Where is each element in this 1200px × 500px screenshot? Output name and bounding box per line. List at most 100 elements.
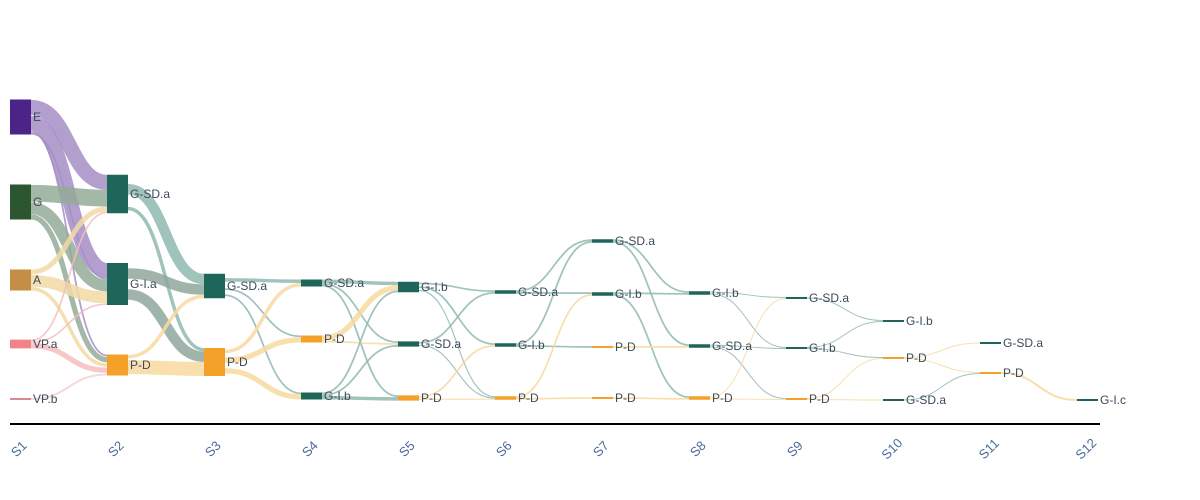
node-s7-GSDa[interactable] <box>592 239 613 243</box>
flow-link[interactable] <box>30 274 108 304</box>
node-s1-G[interactable] <box>10 184 31 220</box>
flow-link[interactable] <box>709 293 787 348</box>
node-s4-GIb[interactable] <box>301 392 322 400</box>
node-label: VP.a <box>33 337 58 351</box>
flow-link[interactable] <box>612 294 690 398</box>
flow-link[interactable] <box>30 303 108 344</box>
node-s6-GIb[interactable] <box>495 343 516 347</box>
flow-link[interactable] <box>224 337 302 363</box>
node-s10-GSDa[interactable] <box>883 399 904 401</box>
flow-link[interactable] <box>515 241 593 345</box>
flow-link[interactable] <box>418 286 496 345</box>
flow-link[interactable] <box>806 321 884 348</box>
node-s2-GIa[interactable] <box>107 263 128 305</box>
flow-link[interactable] <box>29 99 109 190</box>
flow-link[interactable] <box>224 283 302 354</box>
flow-link[interactable] <box>806 399 884 401</box>
node-label: G-SD.a <box>809 291 849 305</box>
flow-link[interactable] <box>30 184 108 207</box>
node-s1-VPb[interactable] <box>10 398 31 400</box>
node-s1-VPa[interactable] <box>10 339 31 349</box>
node-s1-A[interactable] <box>10 269 31 291</box>
labels-layer: E G A VP.a VP.b G-SD.a G-I.a P-D G-SD.a P-D G-SD.a… <box>33 110 1126 407</box>
flow-link[interactable] <box>30 287 108 367</box>
node-s8-GSDa[interactable] <box>689 344 710 348</box>
flow-link[interactable] <box>224 294 302 395</box>
flow-link[interactable] <box>903 342 981 358</box>
flow-link[interactable] <box>709 291 787 298</box>
flow-link[interactable] <box>30 211 108 342</box>
node-s12-GIc[interactable] <box>1077 399 1098 401</box>
flow-link[interactable] <box>418 282 496 292</box>
node-s5-GSDa[interactable] <box>398 341 419 347</box>
stage-label-s7: S7 <box>590 438 612 460</box>
flow-link[interactable] <box>903 373 981 401</box>
flow-link[interactable] <box>515 239 593 292</box>
flow-link[interactable] <box>612 397 690 400</box>
node-s11-PD[interactable] <box>980 372 1001 374</box>
flow-link[interactable] <box>709 298 787 398</box>
node-s6-GSDa[interactable] <box>495 290 516 294</box>
node-s4-GSDa[interactable] <box>301 279 322 287</box>
flow-link[interactable] <box>30 132 108 280</box>
node-s6-PD[interactable] <box>495 396 516 400</box>
flow-link[interactable] <box>418 345 496 398</box>
flow-link[interactable] <box>321 285 399 341</box>
flow-link[interactable] <box>321 290 399 395</box>
node-s2-PD[interactable] <box>107 354 128 376</box>
node-s9-PD[interactable] <box>786 398 807 400</box>
node-label: G-I.b <box>421 280 448 294</box>
flow-link[interactable] <box>903 358 981 373</box>
stage-label-s12: S12 <box>1072 435 1099 462</box>
flow-link[interactable] <box>806 297 884 321</box>
flow-link[interactable] <box>612 239 690 293</box>
node-s1-E[interactable] <box>10 99 31 135</box>
node-s9-GSDa[interactable] <box>786 297 807 299</box>
flow-link[interactable] <box>127 268 205 295</box>
node-label: G-SD.a <box>130 187 170 201</box>
flow-link[interactable] <box>709 398 787 400</box>
node-s3-GSDa[interactable] <box>204 273 225 299</box>
node-s7-PD1[interactable] <box>592 346 613 348</box>
flow-link[interactable] <box>321 279 399 286</box>
node-s5-GIb[interactable] <box>398 281 419 293</box>
flow-link[interactable] <box>30 206 108 275</box>
flow-link[interactable] <box>806 348 884 358</box>
node-label: G <box>33 195 42 209</box>
flow-link[interactable] <box>321 344 399 396</box>
nodes-layer <box>10 99 1098 401</box>
flow-link[interactable] <box>224 368 302 400</box>
flow-link[interactable] <box>127 294 205 359</box>
flow-link[interactable] <box>30 343 108 373</box>
node-s7-PD2[interactable] <box>592 397 613 399</box>
node-s3-PD[interactable] <box>204 348 225 376</box>
flow-link[interactable] <box>709 346 787 399</box>
node-label: G-SD.a <box>421 337 461 351</box>
flow-link[interactable] <box>418 289 496 398</box>
stage-label-s11: S11 <box>976 436 1002 462</box>
flow-link[interactable] <box>806 358 884 399</box>
node-label: G-I.b <box>615 287 642 301</box>
flow-link[interactable] <box>515 294 593 398</box>
flow-link[interactable] <box>321 396 399 401</box>
flow-link[interactable] <box>127 360 205 376</box>
flow-link[interactable] <box>224 288 302 338</box>
node-s11-GSDa[interactable] <box>980 342 1001 344</box>
flow-link[interactable] <box>30 373 108 400</box>
node-s8-PD[interactable] <box>689 396 710 400</box>
node-s10-GIb[interactable] <box>883 320 904 322</box>
flow-link[interactable] <box>30 202 108 292</box>
node-s8-GIb[interactable] <box>689 291 710 295</box>
flow-link[interactable] <box>224 278 302 283</box>
flow-link[interactable] <box>127 183 205 285</box>
node-s10-PD[interactable] <box>883 357 904 359</box>
flow-link[interactable] <box>612 292 690 295</box>
flow-link[interactable] <box>418 292 496 344</box>
node-s4-PD[interactable] <box>301 335 322 343</box>
flow-link[interactable] <box>515 397 593 400</box>
node-s5-PD[interactable] <box>398 395 419 401</box>
flow-link[interactable] <box>1000 372 1078 401</box>
node-s7-GIb[interactable] <box>592 292 613 296</box>
node-s9-GIb[interactable] <box>786 347 807 349</box>
node-s2-GSDa[interactable] <box>107 174 128 214</box>
